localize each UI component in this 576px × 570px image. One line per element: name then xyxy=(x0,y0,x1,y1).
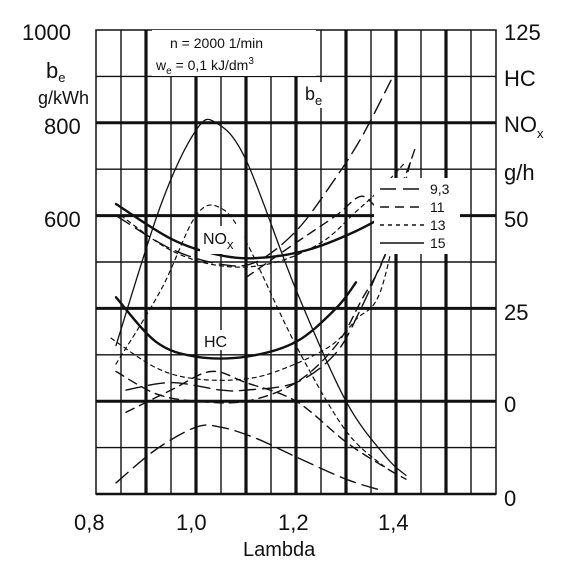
x-tick-1.0: 1,0 xyxy=(176,510,207,535)
left-axis-label: be xyxy=(46,58,65,85)
legend-label-11: 11 xyxy=(430,199,445,215)
legend-label-9-3: 9,3 xyxy=(430,181,450,197)
nox-curve-label: NOx xyxy=(203,231,234,252)
nox-label-bg xyxy=(200,226,244,254)
left-tick-600: 600 xyxy=(44,207,81,232)
curve-nox-11 xyxy=(125,370,407,480)
legend-box xyxy=(374,178,460,254)
x-tick-1.4: 1,4 xyxy=(378,510,409,535)
right-tick-125: 125 xyxy=(504,20,541,45)
legend-label-15: 15 xyxy=(430,235,446,251)
right-axis-hc: HC xyxy=(504,66,536,91)
left-tick-800: 800 xyxy=(44,114,81,139)
right-tick-75: 50 xyxy=(504,207,528,232)
curve-hc-15 xyxy=(114,281,358,360)
curve-hc-9-3 xyxy=(125,218,402,392)
hc-label-bg xyxy=(201,330,235,350)
legend-label-13: 13 xyxy=(430,217,446,233)
annotation-speed: n = 2000 1/min xyxy=(170,35,263,51)
left-axis-unit: g/kWh xyxy=(38,88,89,108)
x-tick-0.8: 0,8 xyxy=(74,510,105,535)
curve-nox-13 xyxy=(115,204,387,469)
curve-nox-9-3 xyxy=(115,424,382,491)
curve-hc-13 xyxy=(110,177,407,381)
be-curve-label: be xyxy=(305,84,322,108)
right-tick-50: 25 xyxy=(504,300,528,325)
plot-grid xyxy=(95,29,497,496)
hc-curve-label: HC xyxy=(204,334,227,351)
curve-be-9-3 xyxy=(115,79,392,267)
right-axis-nox: NOx xyxy=(504,112,544,141)
data-curves xyxy=(110,79,428,491)
annotation-box xyxy=(152,30,316,76)
right-axis-unit: g/h xyxy=(504,160,535,185)
annotation-work: we = 0,1 kJ/dm3 xyxy=(155,56,254,77)
x-axis-label: Lambda xyxy=(243,539,316,561)
be-label-bg xyxy=(302,82,330,108)
right-tick-25: 0 xyxy=(504,392,516,417)
right-tick-0: 0 xyxy=(504,486,516,511)
curve-nox-15 xyxy=(115,118,407,477)
legend: 9,3 11 13 15 xyxy=(380,181,450,251)
left-tick-1000: 1000 xyxy=(22,20,71,45)
x-tick-1.2: 1,2 xyxy=(278,510,309,535)
curve-hc-11 xyxy=(115,159,412,404)
